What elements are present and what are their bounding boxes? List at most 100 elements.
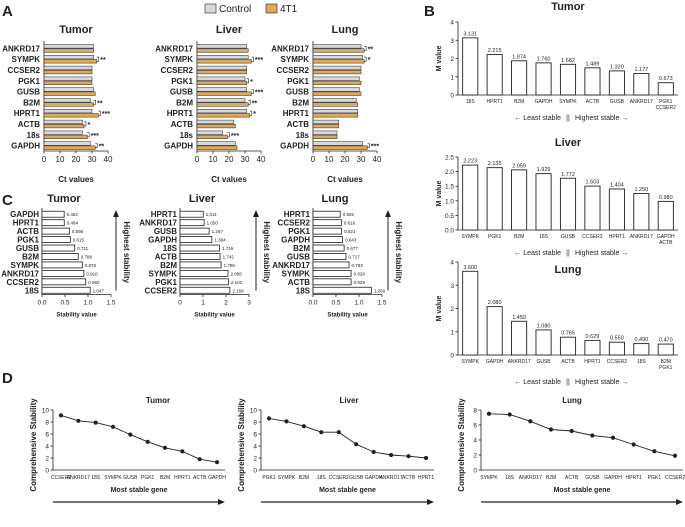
ct-bar-control xyxy=(312,98,357,103)
comprehensive-point xyxy=(180,449,185,454)
ct-bar-control xyxy=(312,55,363,60)
y-tick-label: 2 xyxy=(473,453,477,460)
y-tick-label: 4 xyxy=(473,438,477,445)
mvalue-bar xyxy=(608,70,625,96)
mvalue-chart-title: Liver xyxy=(555,137,582,149)
ct-bar-4t1 xyxy=(312,134,338,139)
mvalue-data-label: 0.765 xyxy=(561,331,575,337)
stability-bar xyxy=(41,227,70,235)
panel-b: Tumor 0 1 2 3 4 M value 3.131 18S 2.215 HPRT1 1.874… xyxy=(436,1,678,386)
mvalue-category-label: PGK1 xyxy=(488,234,502,240)
mvalue-category-label: B2M xyxy=(661,359,671,365)
stability-gene-label: HPRT1 xyxy=(151,210,178,219)
mvalue-data-label: 1.080 xyxy=(537,323,551,329)
x-tick-label: 0.5 xyxy=(331,300,340,307)
ct-bar-control xyxy=(312,109,359,114)
gene-label: ANKRD17 xyxy=(155,44,193,53)
x-tick-label: 20 xyxy=(341,155,350,164)
ct-bar-control xyxy=(43,44,94,49)
comprehensive-category-label: ANKRD17 xyxy=(67,475,90,481)
stability-gene-label: SYMPK xyxy=(282,269,311,278)
sig-bracket xyxy=(227,132,230,138)
x-axis-label: Ct values xyxy=(58,175,94,184)
comprehensive-category-label: B2M xyxy=(299,475,309,481)
ct-bar-4t1 xyxy=(43,113,99,118)
legend: Control 4T1 xyxy=(204,3,298,15)
sig-bracket xyxy=(364,46,367,51)
sig-marker: *** xyxy=(102,111,110,118)
stability-footer-right: Highest stable → xyxy=(575,115,628,122)
comprehensive-category-label: B2M xyxy=(160,475,170,481)
ct-bar-control xyxy=(196,109,247,114)
mvalue-category-label: GAPDH xyxy=(535,99,553,105)
mvalue-data-label: 3.131 xyxy=(463,31,477,37)
y-tick-label: 6 xyxy=(473,423,477,430)
mvalue-category-label: 18S xyxy=(466,99,476,105)
x-tick-label: 0.0 xyxy=(37,300,46,307)
stability-data-label: 0.783 xyxy=(352,263,364,268)
mvalue-category-label: HPRT1 xyxy=(584,359,601,365)
ct-bar-control xyxy=(43,65,93,70)
ct-bar-4t1 xyxy=(312,80,362,85)
stability-footer-right: Highest stable → xyxy=(575,250,628,257)
mvalue-chart-title: Tumor xyxy=(551,1,585,13)
stability-gene-label: CCSER2 xyxy=(278,219,311,228)
comprehensive-point xyxy=(93,420,98,425)
mvalue-data-label: 0.980 xyxy=(659,195,673,201)
stability-bar xyxy=(179,210,204,218)
y-tick-label: 8 xyxy=(473,408,477,415)
sig-bracket xyxy=(251,89,254,94)
stability-arrow-label: Highest stability xyxy=(122,221,131,283)
gene-label: ANKRD17 xyxy=(2,44,40,53)
ct-bar-control xyxy=(196,130,223,135)
stability-bar xyxy=(41,261,83,269)
gene-label: GAPDH xyxy=(11,142,40,151)
y-axis-label: Comprehensive Stability xyxy=(29,398,38,492)
ct-bar-control xyxy=(196,65,247,70)
stability-arrow-head xyxy=(113,210,119,217)
stability-data-label: 0.828 xyxy=(354,271,366,276)
x-axis-label: Most stable gene xyxy=(319,487,376,494)
mvalue-data-label: 1.682 xyxy=(561,58,575,64)
comprehensive-point xyxy=(631,442,636,447)
x-tick-label: 1.5 xyxy=(106,300,115,307)
stability-data-label: 0.616 xyxy=(344,221,356,226)
mvalue-bar xyxy=(535,62,552,96)
mvalue-data-label: 2.059 xyxy=(512,163,526,169)
ct-chart-lung: Lung 0 10 20 30 40 Ct values ANKRD17 ** SYMPK * CCS… xyxy=(271,24,382,184)
stability-footer-left: ← Least stable xyxy=(514,115,561,122)
mvalue-data-label: 3.600 xyxy=(463,265,477,271)
ct-bar-control xyxy=(312,141,363,146)
ct-bar-4t1 xyxy=(312,102,359,107)
gene-label: GAPDH xyxy=(280,142,309,151)
stability-data-label: 0.615 xyxy=(73,238,85,243)
x-tick-label: 30 xyxy=(241,155,250,164)
x-axis-label: Most stable gene xyxy=(111,487,168,494)
stability-data-label: 0.711 xyxy=(77,246,88,251)
gene-label: B2M xyxy=(292,98,309,107)
mvalue-data-label: 0.550 xyxy=(610,336,624,342)
stability-data-label: 0.595 xyxy=(72,229,84,234)
mvalue-bar xyxy=(486,167,503,231)
stability-data-label: 1.742 xyxy=(223,254,235,259)
ct-bar-4t1 xyxy=(312,59,365,64)
mvalue-data-label: 0.629 xyxy=(586,334,600,340)
mvalue-category-label: CCSER2 xyxy=(582,234,603,240)
gene-label: CCSER2 xyxy=(8,66,41,75)
ct-bar-4t1 xyxy=(43,124,85,129)
mvalue-bar xyxy=(584,67,601,96)
ct-bar-4t1 xyxy=(196,113,251,118)
y-tick-label: 2.5 xyxy=(445,155,454,162)
gene-label: SYMPK xyxy=(12,55,41,64)
x-tick-label: 0 xyxy=(311,155,316,164)
mvalue-category-label: ANKRD17 xyxy=(508,359,531,365)
ct-bar-control xyxy=(43,141,91,146)
y-tick-label: 2 xyxy=(450,56,454,63)
mvalue-data-label: 1.874 xyxy=(512,54,526,60)
gene-label: B2M xyxy=(176,98,193,107)
ct-chart-title: Lung xyxy=(332,24,359,36)
comprehensive-chart-liver: Liver 0 2 4 6 8 10 Comprehensive Stability PGK1 S… xyxy=(237,396,434,505)
comprehensive-point xyxy=(319,430,324,435)
ct-bar-4t1 xyxy=(312,70,362,75)
y-tick-label: 4 xyxy=(450,20,454,27)
